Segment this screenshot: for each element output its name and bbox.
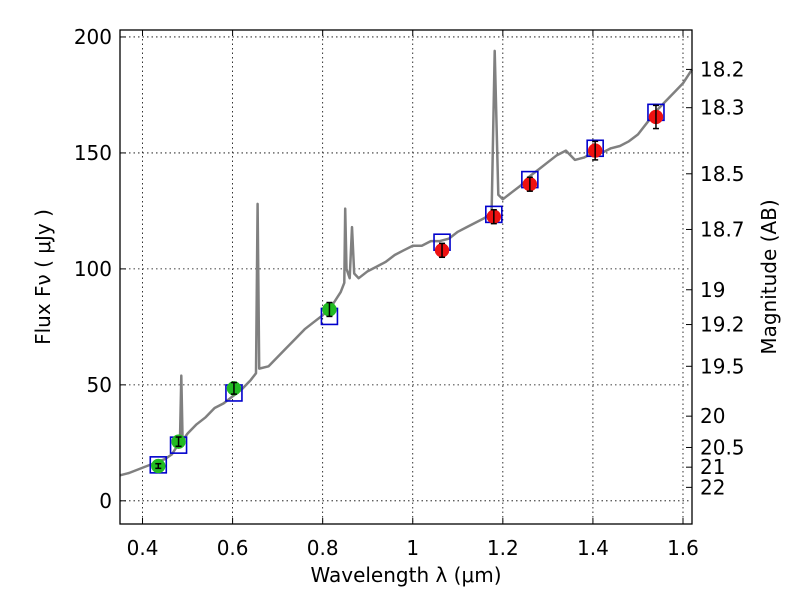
mag-tick-label: 20.5 (700, 435, 745, 459)
mag-tick-label: 20 (700, 404, 725, 428)
mag-tick-label: 19.2 (700, 313, 745, 337)
y-tick-label: 200 (74, 25, 112, 49)
x-tick-label: 1 (406, 536, 419, 560)
x-tick-label: 0.6 (217, 536, 249, 560)
x-axis-title: Wavelength λ (μm) (310, 563, 501, 587)
y-tick-label: 0 (99, 489, 112, 513)
x-tick-label: 1.2 (487, 536, 519, 560)
grid (120, 30, 692, 524)
mag-tick-label: 18.5 (700, 162, 745, 186)
x-tick-label: 0.4 (127, 536, 159, 560)
mag-tick-label: 19.5 (700, 354, 745, 378)
y-right-axis-title: Magnitude (AB) (757, 199, 781, 354)
x-tick-label: 1.4 (577, 536, 609, 560)
mag-tick-label: 19 (700, 278, 725, 302)
y-tick-label: 100 (74, 257, 112, 281)
mag-tick-label: 22 (700, 475, 725, 499)
spectrum-layer (119, 49, 694, 477)
mag-tick-label: 18.3 (700, 96, 745, 120)
y-tick-label: 50 (87, 373, 112, 397)
spectrum-line (119, 49, 694, 477)
y-tick-label: 150 (74, 141, 112, 165)
mag-tick-label: 21 (700, 455, 725, 479)
plot-frame (119, 29, 693, 525)
y-axis-title: Flux Fν ( μJy ) (31, 209, 55, 345)
x-tick-label: 0.8 (307, 536, 339, 560)
mag-tick-label: 18.2 (700, 57, 745, 81)
x-tick-label: 1.6 (667, 536, 699, 560)
axis-ticks: 0.4 0.6 0.8 1 1.2 1.4 1.6 0 50 100 150 200 18.2 18.3 1… (74, 25, 745, 560)
markers-layer (149, 103, 665, 474)
mag-tick-label: 18.7 (700, 217, 745, 241)
